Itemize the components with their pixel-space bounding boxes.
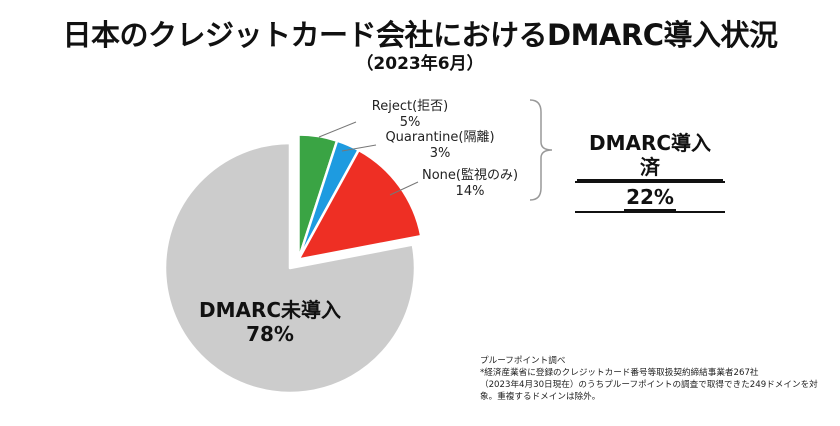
pie-slice-3 xyxy=(163,141,417,395)
label-reject-pct: 5% xyxy=(399,115,421,130)
leader-line-quarantine xyxy=(341,144,377,152)
leader-line-reject xyxy=(318,121,357,138)
source-note-line1: プルーフポイント調べ xyxy=(480,356,566,366)
label-adopted-pct: 22% xyxy=(624,185,676,211)
chart-subtitle: （2023年6月） xyxy=(356,54,484,74)
label-none: None(監視のみ) 14% xyxy=(415,168,525,200)
source-note: プルーフポイント調べ *経済産業省に登録のクレジットカード番号等取扱契約締結事業… xyxy=(480,355,820,403)
source-note-line2: *経済産業省に登録のクレジットカード番号等取扱契約締結事業者267社 xyxy=(480,368,759,378)
leader-line-none xyxy=(389,181,419,196)
chart-title: 日本のクレジットカード会社におけるDMARC導入状況 xyxy=(62,18,779,52)
label-quarantine-name: Quarantine(隔離) xyxy=(385,130,495,145)
label-not-adopted: DMARC未導入 78% xyxy=(185,298,355,346)
pie-slice-2 xyxy=(297,148,423,261)
label-not-adopted-name: DMARC未導入 xyxy=(198,298,342,322)
label-reject-name: Reject(拒否) xyxy=(371,99,449,114)
group-brace xyxy=(529,99,553,201)
label-none-name: None(監視のみ) xyxy=(421,168,519,183)
label-none-pct: 14% xyxy=(455,184,485,199)
label-adopted: DMARC導入済 22% xyxy=(575,131,725,215)
label-adopted-name: DMARC導入済 xyxy=(577,131,723,181)
source-note-line4: 象。重複するドメインは除外。 xyxy=(480,392,601,402)
label-quarantine: Quarantine(隔離) 3% xyxy=(375,130,505,162)
label-not-adopted-pct: 78% xyxy=(246,322,294,346)
source-note-line3: （2023年4月30日現在）のうちプルーフポイントの調査で取得できた249ドメイ… xyxy=(480,380,818,390)
label-reject: Reject(拒否) 5% xyxy=(355,99,465,131)
pie-slices xyxy=(163,133,423,395)
label-quarantine-pct: 3% xyxy=(429,146,451,161)
